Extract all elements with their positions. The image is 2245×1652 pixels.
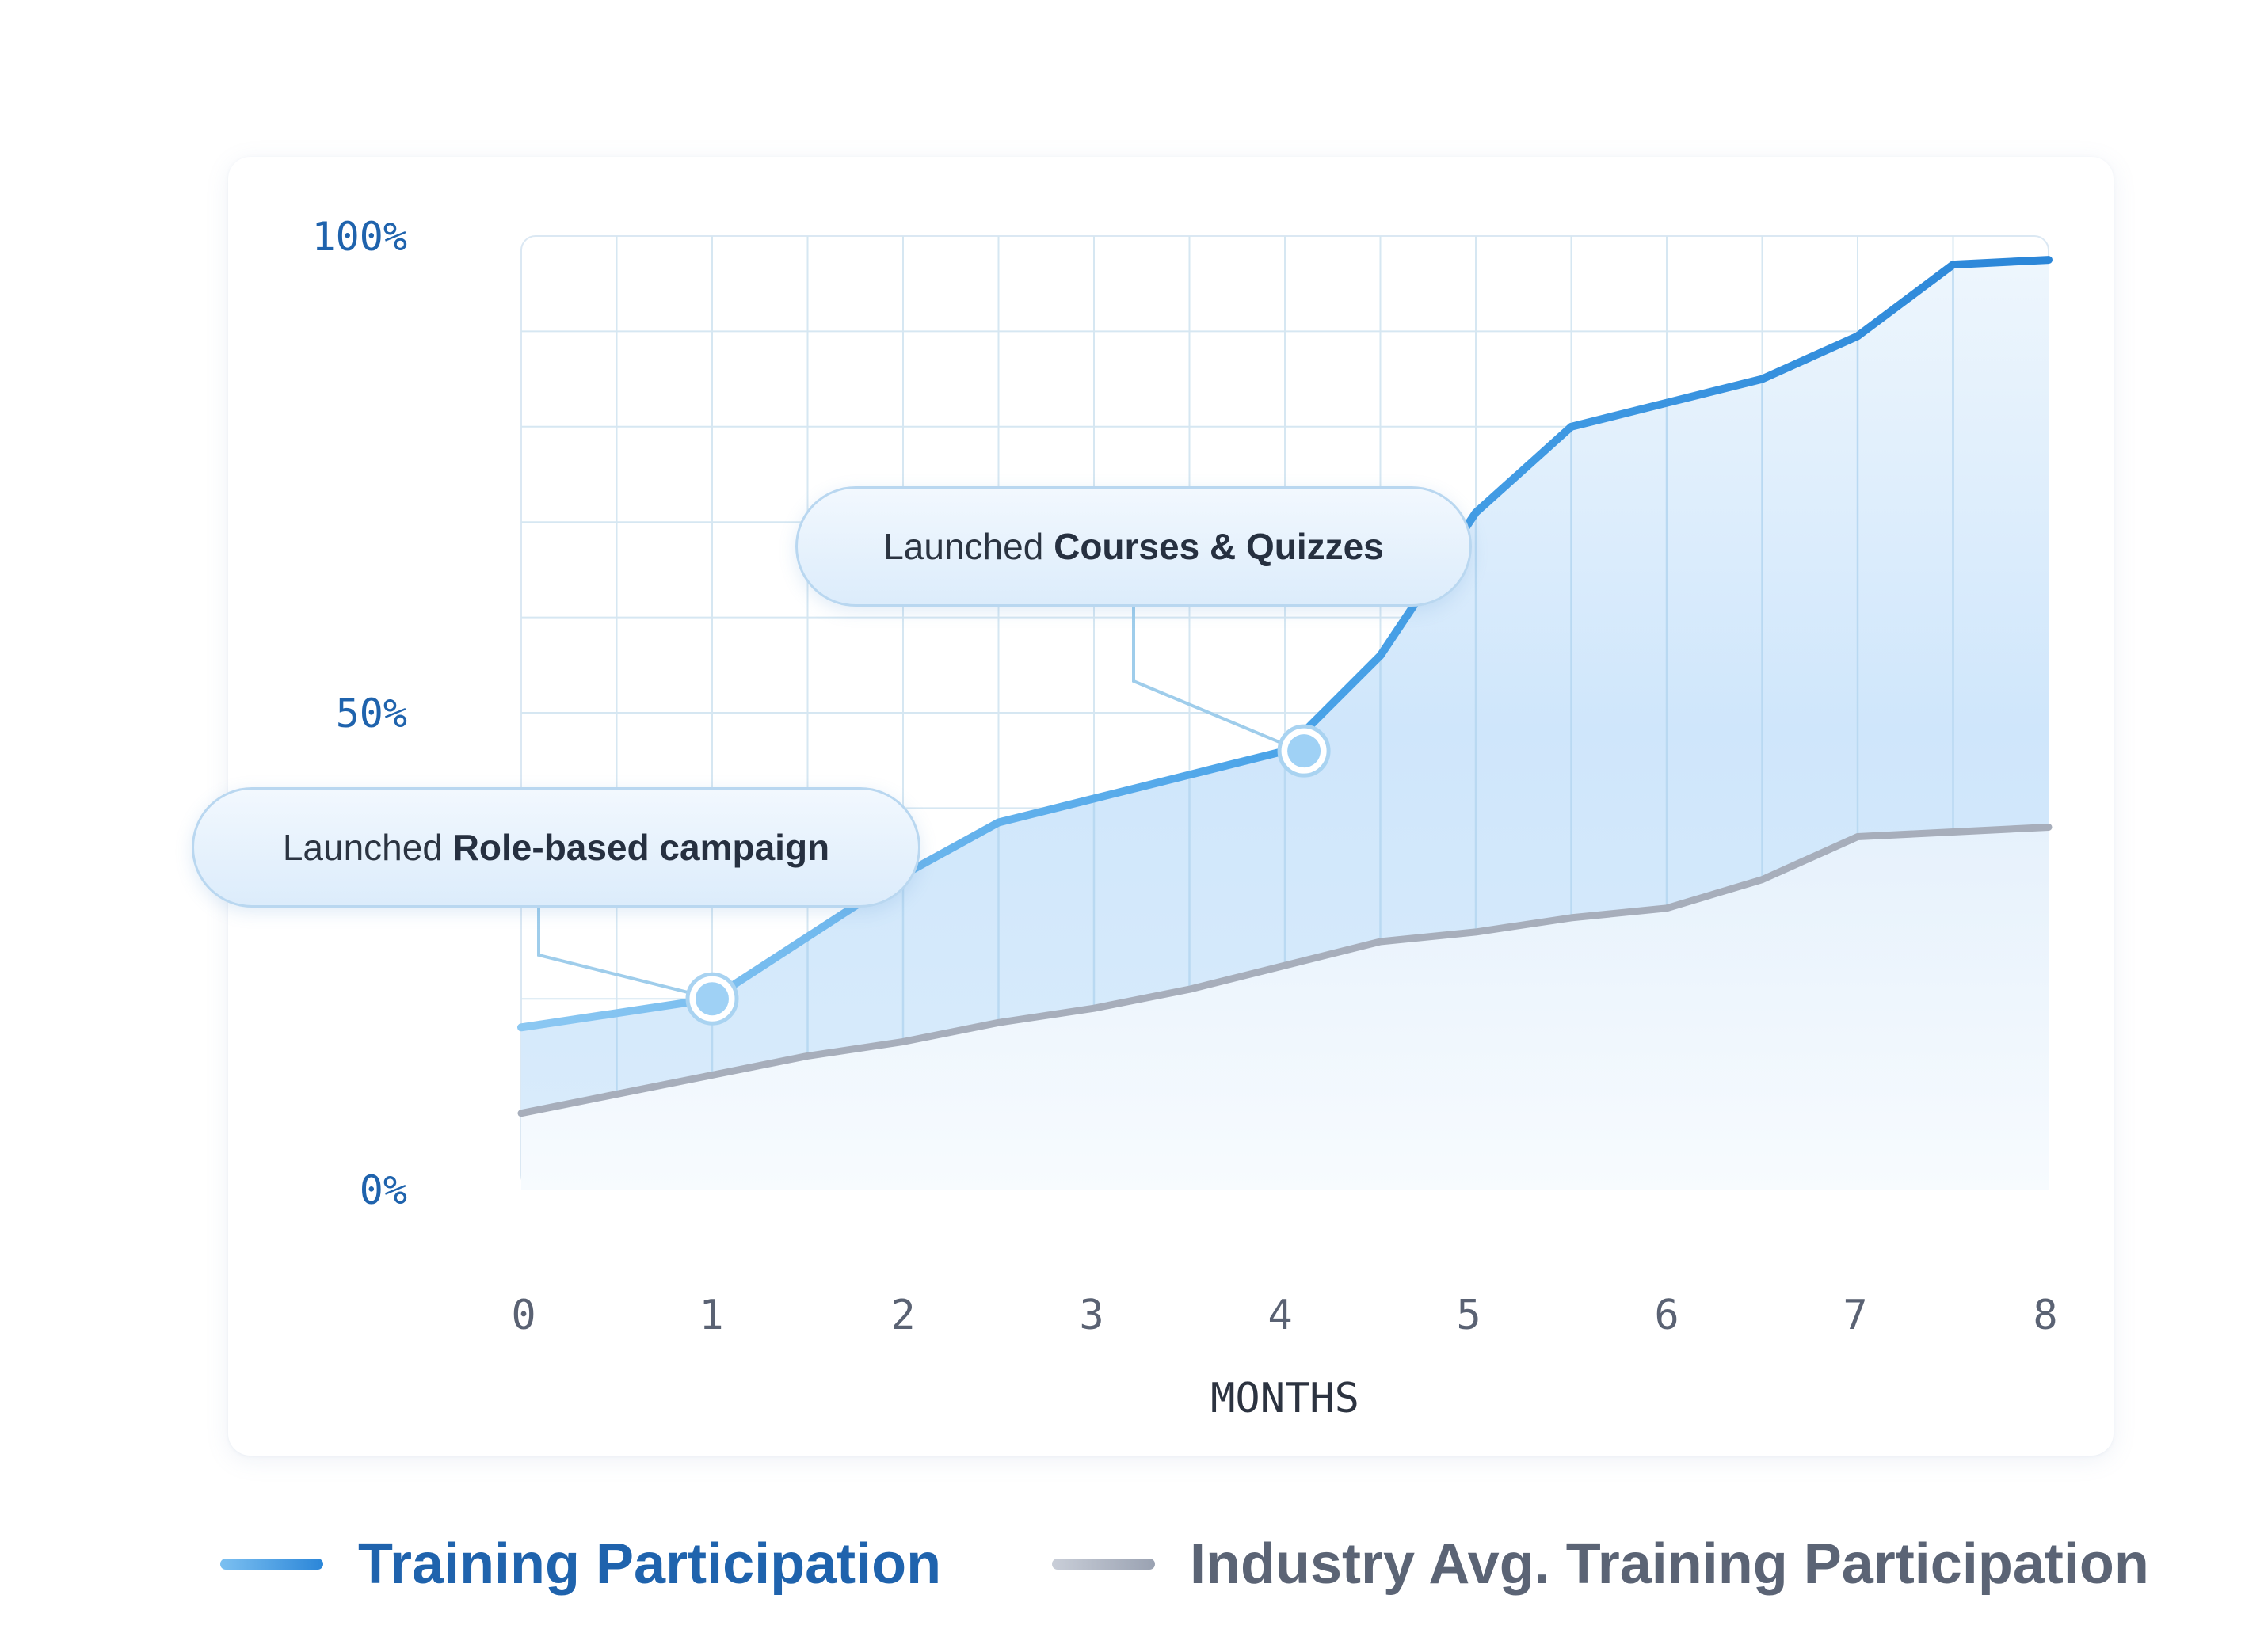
callout-connector — [537, 908, 702, 998]
y-axis: 0% 50% 100% — [312, 214, 407, 1213]
legend-item-industry-avg: Industry Avg. Training Participation — [1052, 1528, 2149, 1600]
legend-swatch-industry — [1052, 1559, 1155, 1570]
callout-connectors — [537, 607, 1294, 998]
x-tick-label: 1 — [699, 1292, 723, 1339]
y-tick-label: 100% — [312, 214, 407, 260]
series-line-industry-avg — [517, 824, 2053, 1117]
x-axis: 0 1 2 3 4 5 6 7 8 — [511, 1292, 2057, 1339]
annotation-marker-dot — [696, 982, 729, 1016]
y-tick-label: 50% — [336, 691, 407, 737]
x-tick-label: 0 — [511, 1292, 536, 1339]
x-tick-label: 5 — [1456, 1292, 1481, 1339]
annotation-callout-courses-quizzes: Launched Courses & Quizzes — [795, 486, 1472, 607]
annotation-emphasis: Courses & Quizzes — [1054, 526, 1384, 567]
callout-connector — [1132, 607, 1294, 750]
annotation-emphasis: Role-based campaign — [452, 827, 830, 868]
areas — [521, 260, 2049, 1190]
x-tick-label: 4 — [1267, 1292, 1292, 1339]
annotation-markers — [685, 724, 1331, 1026]
legend-swatch-training — [220, 1559, 323, 1570]
annotation-marker-dot — [1287, 734, 1321, 768]
x-tick-label: 8 — [2033, 1292, 2057, 1339]
legend-label-industry: Industry Avg. Training Participation — [1190, 1532, 2149, 1596]
x-tick-label: 2 — [890, 1292, 915, 1339]
legend-label-training: Training Participation — [358, 1532, 942, 1596]
annotation-prefix: Launched — [282, 827, 453, 868]
x-tick-label: 6 — [1654, 1292, 1679, 1339]
area-industry-avg — [521, 827, 2049, 1190]
x-tick-label: 7 — [1843, 1292, 1867, 1339]
y-tick-label: 0% — [360, 1167, 407, 1213]
legend-item-training-participation: Training Participation — [220, 1528, 941, 1600]
x-axis-label: MONTHS — [1210, 1375, 1359, 1422]
x-tick-label: 3 — [1079, 1292, 1103, 1339]
annotation-prefix: Launched — [883, 526, 1054, 567]
annotation-callout-role-based: Launched Role-based campaign — [192, 787, 920, 908]
